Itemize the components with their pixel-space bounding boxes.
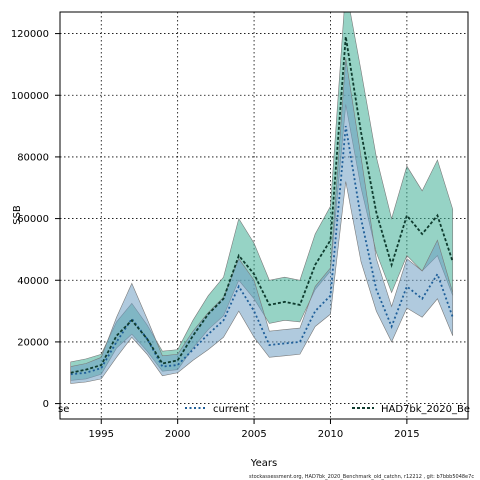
legend-label-had7bk: HAD7bk_2020_Be bbox=[381, 404, 470, 415]
y-tick-label-40000: 40000 bbox=[17, 276, 49, 287]
x-tick-label-1995: 1995 bbox=[89, 429, 114, 440]
legend-truncated-label: se bbox=[58, 404, 69, 415]
x-tick-label-2005: 2005 bbox=[241, 429, 266, 440]
x-tick-label-2000: 2000 bbox=[165, 429, 190, 440]
y-tick-label-20000: 20000 bbox=[17, 337, 49, 348]
x-axis-title: Years bbox=[250, 458, 277, 469]
x-tick-label-2010: 2010 bbox=[318, 429, 343, 440]
legend-label-current: current bbox=[213, 404, 249, 415]
plot-frame bbox=[59, 11, 469, 420]
y-tick-label-60000: 60000 bbox=[17, 214, 49, 225]
confidence-band-current bbox=[70, 58, 454, 384]
source-caption: stockassessment.org, HAD7bk_2020_Benchma… bbox=[249, 474, 474, 480]
x-axis: 1995 2000 2005 2010 2015 bbox=[89, 419, 420, 440]
y-tick-label-0: 0 bbox=[43, 399, 49, 410]
y-tick-label-120000: 120000 bbox=[11, 29, 49, 40]
y-axis: 0 20000 40000 60000 80000 100000 120000 bbox=[11, 29, 60, 410]
series-lines bbox=[70, 36, 454, 376]
y-tick-label-80000: 80000 bbox=[17, 152, 49, 163]
series-line-had7bk bbox=[70, 36, 454, 374]
y-axis-title: SSB bbox=[12, 205, 23, 225]
y-tick-label-100000: 100000 bbox=[11, 91, 49, 102]
x-tick-label-2015: 2015 bbox=[394, 429, 419, 440]
legend: se current HAD7bk_2020_Be bbox=[58, 404, 470, 415]
